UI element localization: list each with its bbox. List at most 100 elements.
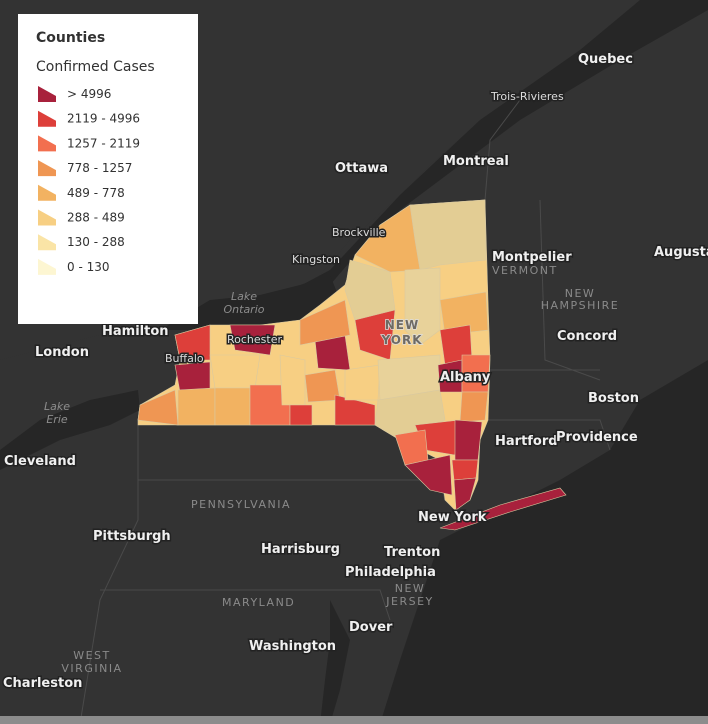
county <box>289 404 313 426</box>
lake-label-line: Lake <box>231 290 257 303</box>
place-label: Hamilton <box>102 324 169 339</box>
county <box>439 291 489 336</box>
legend-label: 1257 - 2119 <box>67 136 140 150</box>
region-label: NEW JERSEY <box>385 582 434 608</box>
region-label: WEST VIRGINIA <box>61 649 122 675</box>
county <box>214 387 251 426</box>
place-label: Buffalo <box>165 352 204 365</box>
region-label: PENNSYLVANIA <box>191 498 291 511</box>
state-label: NEW YORK <box>380 318 422 347</box>
region-label: NEW HAMPSHIRE <box>541 287 620 312</box>
legend-swatch <box>38 184 56 201</box>
place-label: Montpelier <box>492 250 572 265</box>
county <box>344 364 381 401</box>
lake-label-line: Ontario <box>224 303 265 316</box>
region-label: MARYLAND <box>222 596 295 609</box>
place-label: Dover <box>349 620 393 635</box>
county <box>451 459 479 481</box>
county <box>453 477 477 511</box>
lake-ontario <box>160 275 340 330</box>
place-label: Ottawa <box>335 161 388 176</box>
place-label: Albany <box>440 370 491 385</box>
county <box>174 361 211 393</box>
legend-label: 2119 - 4996 <box>67 112 140 126</box>
legend-title: Counties <box>36 30 105 46</box>
region-label-line: NEW <box>565 287 596 300</box>
legend-label: 130 - 288 <box>67 235 125 249</box>
lake-label-line: Lake <box>44 400 70 413</box>
legend-swatch <box>38 258 56 275</box>
state-border <box>79 425 139 724</box>
place-label: Brockville <box>332 226 386 239</box>
county <box>174 324 211 361</box>
county <box>404 454 453 496</box>
place-label: Concord <box>557 329 617 344</box>
legend-label: 0 - 130 <box>67 260 110 274</box>
place-label: Montreal <box>443 154 509 169</box>
place-label: Cleveland <box>4 454 76 469</box>
new-york-counties <box>137 199 567 531</box>
county <box>299 299 351 346</box>
place-label: Philadelphia <box>345 565 436 580</box>
region-label-line: NEW <box>395 582 426 595</box>
place-label: Boston <box>588 391 639 406</box>
place-label: Kingston <box>292 253 340 266</box>
region-label-line: HAMPSHIRE <box>541 299 620 312</box>
state-border <box>539 199 601 381</box>
place-label: Rochester <box>227 333 282 346</box>
legend-swatch <box>38 209 56 226</box>
place-label: Providence <box>556 430 638 445</box>
legend-swatch <box>38 110 56 127</box>
county <box>137 389 179 426</box>
place-label: Harrisburg <box>261 542 340 557</box>
ocean <box>380 360 708 724</box>
county <box>454 419 483 461</box>
lake-label-line: Erie <box>46 413 68 426</box>
place-label: Hartford <box>495 434 558 449</box>
legend-swatch <box>38 160 56 177</box>
place-label: Charleston <box>3 676 82 691</box>
region-label-line: WEST <box>73 649 111 662</box>
county <box>177 387 216 426</box>
chesapeake <box>320 600 350 724</box>
place-label: Pittsburgh <box>93 529 171 544</box>
place-label: London <box>35 345 89 360</box>
region-label: VERMONT <box>492 264 558 277</box>
county <box>404 267 441 346</box>
place-label: Augusta <box>654 245 708 260</box>
legend-label: > 4996 <box>67 87 111 101</box>
state-label-line: YORK <box>380 333 422 347</box>
county <box>439 487 567 531</box>
legend: Counties Confirmed Cases > 4996 2119 - 49… <box>18 14 198 324</box>
st-lawrence <box>240 0 708 318</box>
state-label-line: NEW <box>385 318 419 332</box>
lake-label: Lake Erie <box>44 400 70 426</box>
legend-swatch <box>38 86 56 102</box>
place-label: New York <box>418 510 487 525</box>
county <box>459 391 489 423</box>
legend-label: 489 - 778 <box>67 186 125 200</box>
region-label-line: JERSEY <box>385 595 434 608</box>
place-label: Washington <box>249 639 336 654</box>
legend-subtitle: Confirmed Cases <box>36 59 155 75</box>
legend-label: 288 - 489 <box>67 211 125 225</box>
county <box>409 199 487 271</box>
lake-label: Lake Ontario <box>224 290 265 316</box>
place-label: Trenton <box>384 545 440 560</box>
legend-swatch <box>38 234 56 251</box>
attribution-bar <box>0 716 708 724</box>
region-label-line: VIRGINIA <box>61 662 122 675</box>
county <box>279 354 306 406</box>
place-label: Trois-Rivieres <box>490 90 564 103</box>
county <box>209 354 261 389</box>
lake-erie <box>0 390 140 470</box>
place-label: Quebec <box>578 52 633 67</box>
county <box>229 324 276 356</box>
legend-label: 778 - 1257 <box>67 161 132 175</box>
state-border <box>100 589 391 621</box>
state-border <box>484 99 521 201</box>
state-border <box>488 419 611 451</box>
legend-swatch <box>38 135 56 152</box>
